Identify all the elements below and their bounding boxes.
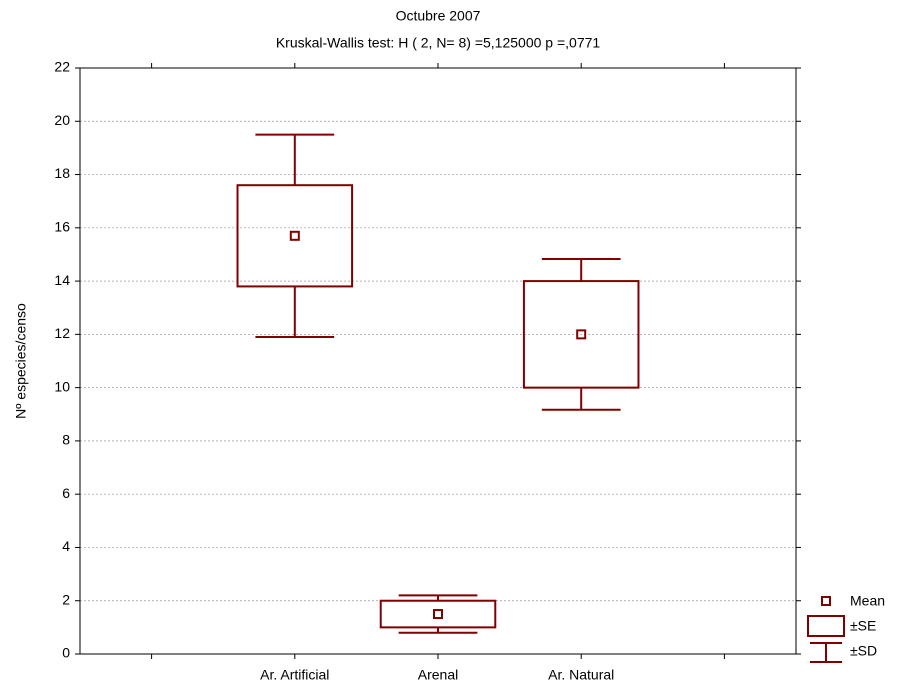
- mean-marker: [576, 329, 587, 340]
- y-tick-label: 6: [62, 485, 70, 501]
- se-box: [236, 184, 354, 288]
- y-tick-label: 16: [54, 219, 70, 235]
- y-tick-label: 8: [62, 432, 70, 448]
- y-tick-label: 12: [54, 325, 70, 341]
- chart-subtitle: Kruskal-Wallis test: H ( 2, N= 8) =5,125…: [276, 35, 601, 51]
- y-tick-label: 18: [54, 165, 70, 181]
- legend-se-icon: [807, 615, 845, 637]
- y-tick-label: 4: [62, 538, 70, 554]
- legend-mean-icon: [821, 596, 831, 606]
- y-tick-label: 14: [54, 272, 70, 288]
- legend-label: ±SD: [850, 643, 877, 659]
- se-box: [522, 280, 640, 389]
- legend-label: Mean: [850, 593, 885, 609]
- sd-whisker: [541, 257, 621, 411]
- sd-whisker: [255, 133, 335, 339]
- y-tick-label: 22: [54, 59, 70, 75]
- x-tick-label: Ar. Natural: [548, 667, 614, 683]
- mean-marker: [433, 609, 443, 620]
- mean-marker: [289, 230, 300, 241]
- se-box: [379, 599, 497, 629]
- chart-title: Octubre 2007: [396, 8, 481, 24]
- y-tick-label: 20: [54, 112, 70, 128]
- legend-label: ±SE: [850, 618, 876, 634]
- sd-whisker: [398, 594, 478, 634]
- y-axis-label: Nº especies/censo: [13, 303, 29, 419]
- x-tick-label: Ar. Artificial: [260, 667, 329, 683]
- y-tick-label: 0: [62, 645, 70, 661]
- x-tick-label: Arenal: [418, 667, 458, 683]
- legend-sd-icon: [810, 642, 842, 663]
- y-tick-label: 2: [62, 591, 70, 607]
- y-tick-label: 10: [54, 378, 70, 394]
